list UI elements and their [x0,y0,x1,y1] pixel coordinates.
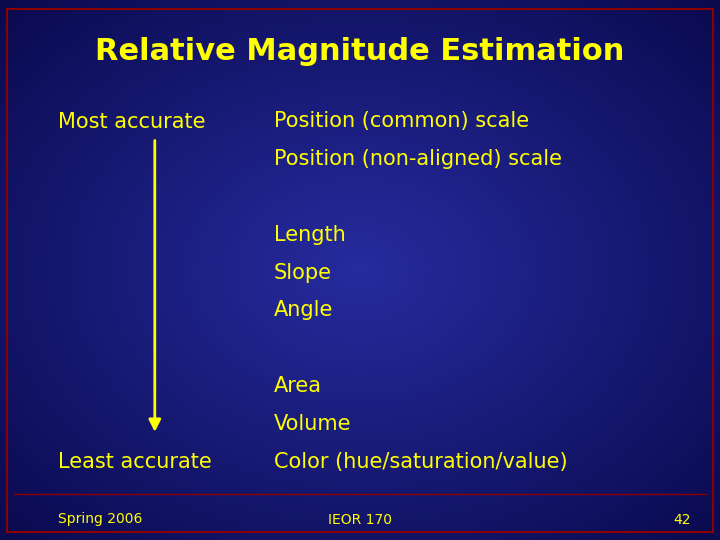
Text: Spring 2006: Spring 2006 [58,512,142,526]
Text: IEOR 170: IEOR 170 [328,512,392,526]
Text: Position (non-aligned) scale: Position (non-aligned) scale [274,149,562,170]
Text: 42: 42 [674,512,691,526]
Text: Area: Area [274,376,322,396]
Text: Most accurate: Most accurate [58,111,205,132]
Text: Position (common) scale: Position (common) scale [274,111,528,132]
Text: Volume: Volume [274,414,351,434]
Text: Color (hue/saturation/value): Color (hue/saturation/value) [274,451,567,472]
Text: Angle: Angle [274,300,333,321]
Text: Length: Length [274,225,346,245]
Text: Relative Magnitude Estimation: Relative Magnitude Estimation [95,37,625,66]
Text: Slope: Slope [274,262,332,283]
Text: Least accurate: Least accurate [58,451,212,472]
